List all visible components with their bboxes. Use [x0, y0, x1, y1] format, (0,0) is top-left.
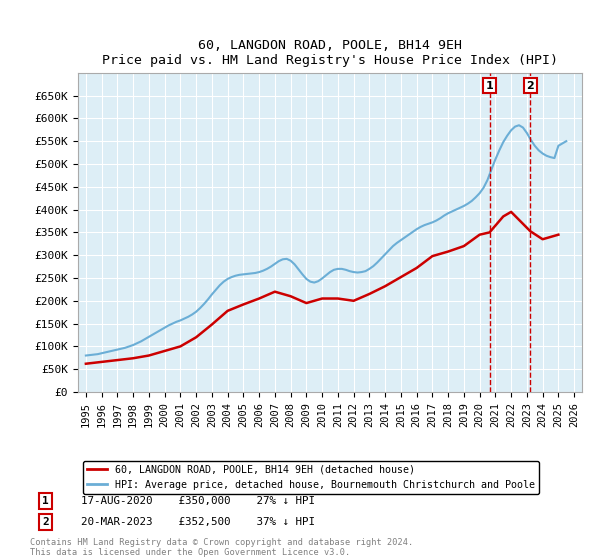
Text: 20-MAR-2023    £352,500    37% ↓ HPI: 20-MAR-2023 £352,500 37% ↓ HPI	[81, 517, 315, 527]
Text: 2: 2	[42, 517, 49, 527]
Title: 60, LANGDON ROAD, POOLE, BH14 9EH
Price paid vs. HM Land Registry's House Price : 60, LANGDON ROAD, POOLE, BH14 9EH Price …	[102, 39, 558, 67]
Text: 17-AUG-2020    £350,000    27% ↓ HPI: 17-AUG-2020 £350,000 27% ↓ HPI	[81, 496, 315, 506]
Text: 2: 2	[526, 81, 534, 91]
Text: 1: 1	[485, 81, 493, 91]
Text: Contains HM Land Registry data © Crown copyright and database right 2024.
This d: Contains HM Land Registry data © Crown c…	[30, 538, 413, 557]
Text: 1: 1	[42, 496, 49, 506]
Legend: 60, LANGDON ROAD, POOLE, BH14 9EH (detached house), HPI: Average price, detached: 60, LANGDON ROAD, POOLE, BH14 9EH (detac…	[83, 461, 539, 494]
